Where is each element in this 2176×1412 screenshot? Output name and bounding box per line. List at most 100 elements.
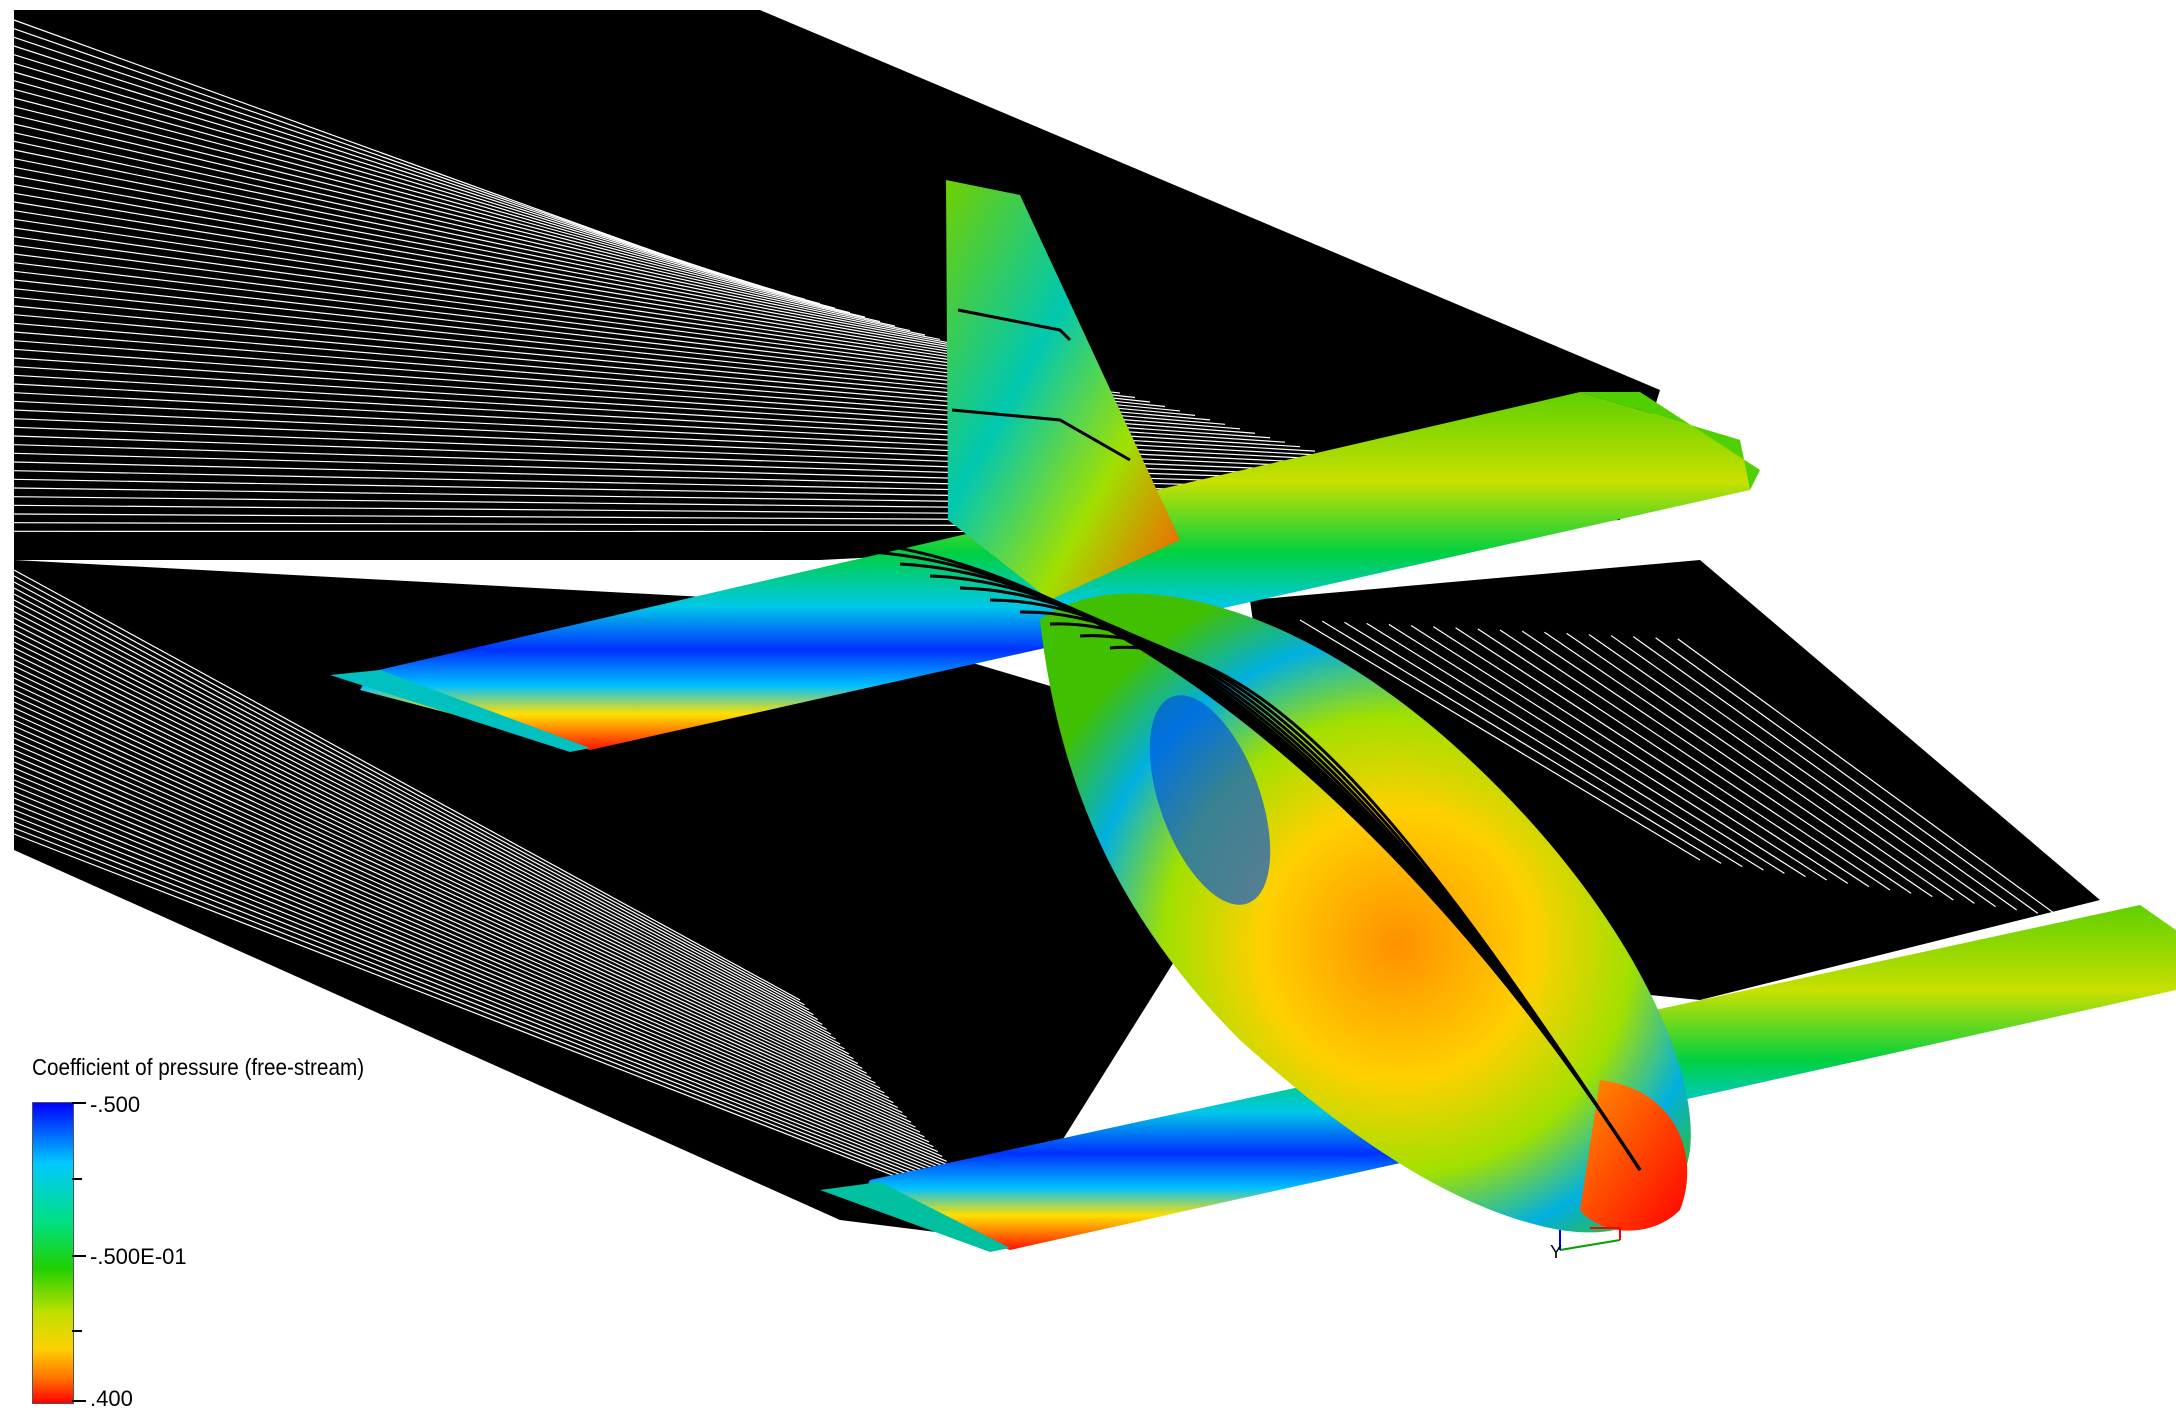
streamline: [13, 175, 971, 349]
streamline: [1455, 627, 1849, 884]
legend-tick-mid: [72, 1255, 86, 1257]
streamline: [13, 683, 885, 1094]
streamline: [13, 218, 1046, 372]
streamline: [1544, 631, 1933, 898]
streamline: [13, 761, 943, 1157]
streamline: [13, 635, 850, 1055]
legend-tick-top: [72, 1102, 86, 1104]
streamline: [13, 827, 992, 1211]
streamline: [1366, 622, 1764, 871]
streamline: [13, 599, 823, 1025]
streamline: [13, 158, 941, 341]
streamline: [13, 418, 1391, 475]
legend-label-min: .400: [90, 1386, 133, 1411]
streamline: [13, 695, 894, 1104]
streamline: [13, 647, 859, 1065]
streamline: [1388, 623, 1785, 874]
streamline: [1655, 637, 2039, 914]
axis-triad: Y: [1550, 1227, 1621, 1262]
streamline: [1499, 629, 1891, 891]
streamline: [13, 444, 1436, 488]
streamline: [13, 426, 1406, 479]
streamline: [13, 623, 841, 1045]
streamline: [13, 192, 1001, 358]
streamline: [13, 731, 921, 1133]
streamline: [1433, 626, 1827, 881]
streamline: [13, 773, 952, 1167]
streamline: [13, 605, 827, 1030]
streamline: [13, 671, 876, 1084]
streamline: [13, 815, 983, 1201]
streamline: [13, 71, 791, 296]
streamline: [13, 132, 896, 327]
streamline: [1321, 620, 1722, 864]
streamline: [13, 737, 925, 1138]
streamline: [13, 809, 979, 1197]
streamline: [1566, 632, 1954, 901]
streamline: [13, 62, 776, 291]
streamline: [13, 54, 761, 287]
streamline: [13, 791, 965, 1182]
streamline: [13, 28, 716, 274]
streamline: [13, 227, 1061, 376]
streamline: [13, 569, 801, 1001]
streamline: [1521, 630, 1912, 894]
streamline: [13, 767, 947, 1162]
streamline: [13, 236, 1076, 381]
streamline: [13, 707, 903, 1113]
legend-label-max: -.500: [90, 1092, 141, 1117]
streamline: [13, 629, 845, 1050]
streamline: [13, 755, 939, 1153]
streamline: [13, 803, 974, 1192]
streamline: [13, 677, 881, 1089]
streamline: [13, 725, 916, 1128]
streamline: [13, 785, 961, 1177]
streamline: [13, 665, 872, 1079]
axis-triad-label: Y: [1550, 1242, 1562, 1262]
streamline: [1109, 645, 1642, 1171]
fuselage: [839, 538, 1691, 1233]
streamline: [13, 581, 810, 1011]
streamline: [1588, 633, 1975, 904]
streamline: [1410, 625, 1806, 878]
streamline: [13, 45, 746, 282]
streamline: [13, 262, 1121, 394]
streamline: [13, 80, 806, 300]
streamline: [13, 821, 987, 1206]
vertical-fin: [946, 180, 1180, 600]
streamline: [13, 210, 1031, 367]
streamline: [13, 575, 805, 1006]
legend-title: Coefficient of pressure (free-stream): [32, 1054, 365, 1080]
streamline: [13, 833, 996, 1216]
streamline: [13, 106, 851, 314]
streamline: [13, 88, 821, 305]
streamline: [1344, 621, 1743, 868]
streamline: [13, 587, 814, 1016]
streamline: [13, 36, 731, 278]
streamline: [13, 184, 986, 354]
streamline: [13, 653, 863, 1069]
legend-colorbar: [32, 1102, 74, 1404]
streamline: [1299, 619, 1701, 861]
streamline: [13, 611, 832, 1035]
streamline: [13, 797, 970, 1187]
streamline: [1632, 636, 2018, 911]
streamline: [13, 659, 867, 1074]
streamline: [13, 140, 911, 332]
streamline: [13, 201, 1016, 363]
legend-tick-q3: [72, 1330, 82, 1332]
streamline: [13, 123, 881, 323]
streamline: [13, 743, 930, 1143]
streamline: [1677, 638, 2060, 918]
streamline: [13, 253, 1106, 390]
streamline: [13, 97, 836, 309]
streamline: [13, 719, 912, 1123]
wake-streamlines-lower: [13, 560, 1300, 1240]
legend-tick-bottom: [72, 1400, 86, 1402]
streamline: [1477, 628, 1870, 888]
streamline: [13, 701, 899, 1109]
streamline: [13, 149, 926, 336]
streamline: [13, 435, 1421, 483]
streamline: [13, 409, 1376, 470]
